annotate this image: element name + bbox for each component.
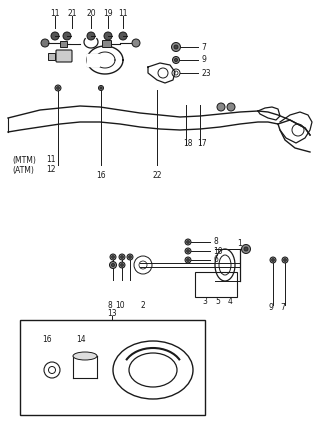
Text: 23: 23 xyxy=(201,69,211,78)
Text: 9: 9 xyxy=(269,303,273,312)
Circle shape xyxy=(109,262,116,269)
Circle shape xyxy=(127,254,133,260)
Circle shape xyxy=(187,250,189,252)
Circle shape xyxy=(119,32,127,40)
Circle shape xyxy=(185,257,191,263)
Circle shape xyxy=(185,248,191,254)
Circle shape xyxy=(172,56,179,63)
Circle shape xyxy=(175,59,177,62)
FancyBboxPatch shape xyxy=(56,50,72,62)
Bar xyxy=(48,53,55,60)
Circle shape xyxy=(174,45,178,49)
FancyBboxPatch shape xyxy=(102,40,112,47)
Bar xyxy=(60,41,67,47)
Circle shape xyxy=(111,263,114,266)
Ellipse shape xyxy=(73,352,97,360)
Circle shape xyxy=(112,256,114,258)
Circle shape xyxy=(57,87,59,89)
Text: 12: 12 xyxy=(46,165,56,174)
Circle shape xyxy=(282,257,288,263)
Circle shape xyxy=(51,32,59,40)
Bar xyxy=(195,272,237,297)
Circle shape xyxy=(41,39,49,47)
Text: 7: 7 xyxy=(201,43,206,52)
Circle shape xyxy=(104,32,112,40)
Circle shape xyxy=(119,262,125,268)
Text: 1: 1 xyxy=(237,240,242,249)
Circle shape xyxy=(55,85,61,91)
Circle shape xyxy=(87,32,95,40)
Circle shape xyxy=(99,85,103,91)
Circle shape xyxy=(171,43,181,52)
Text: 16: 16 xyxy=(42,335,52,345)
Circle shape xyxy=(270,257,276,263)
Circle shape xyxy=(272,259,274,261)
Circle shape xyxy=(100,87,102,89)
Circle shape xyxy=(132,39,140,47)
Circle shape xyxy=(241,244,251,253)
Circle shape xyxy=(227,103,235,111)
Bar xyxy=(20,320,205,415)
Text: 14: 14 xyxy=(76,335,86,345)
Text: 6: 6 xyxy=(213,256,218,264)
Text: 10: 10 xyxy=(115,300,125,309)
Circle shape xyxy=(187,259,189,261)
Text: 22: 22 xyxy=(152,171,162,180)
Circle shape xyxy=(121,263,123,266)
Text: 9: 9 xyxy=(201,56,206,65)
Circle shape xyxy=(185,239,191,245)
Circle shape xyxy=(129,256,131,258)
Text: 11: 11 xyxy=(118,9,128,17)
Text: 10: 10 xyxy=(213,247,223,256)
Circle shape xyxy=(217,103,225,111)
Circle shape xyxy=(63,32,71,40)
Text: 8: 8 xyxy=(213,237,218,247)
Text: 5: 5 xyxy=(216,297,220,306)
Circle shape xyxy=(110,254,116,260)
Text: 19: 19 xyxy=(103,9,113,17)
Circle shape xyxy=(284,259,286,261)
Text: (ATM): (ATM) xyxy=(12,165,34,174)
Text: (MTM): (MTM) xyxy=(12,155,36,164)
Text: 21: 21 xyxy=(67,9,77,17)
Text: 2: 2 xyxy=(141,300,145,309)
Circle shape xyxy=(121,256,123,258)
Text: 11: 11 xyxy=(50,9,60,17)
Text: 4: 4 xyxy=(228,297,232,306)
Circle shape xyxy=(244,247,248,251)
Text: 13: 13 xyxy=(107,309,117,319)
Circle shape xyxy=(119,254,125,260)
Text: 17: 17 xyxy=(197,138,207,148)
Text: 11: 11 xyxy=(46,155,56,164)
Text: 7: 7 xyxy=(280,303,286,312)
Text: 8: 8 xyxy=(107,300,112,309)
Text: 3: 3 xyxy=(203,297,207,306)
Text: 18: 18 xyxy=(183,138,192,148)
Text: 20: 20 xyxy=(86,9,96,17)
Circle shape xyxy=(187,240,189,243)
Text: 16: 16 xyxy=(96,171,106,180)
